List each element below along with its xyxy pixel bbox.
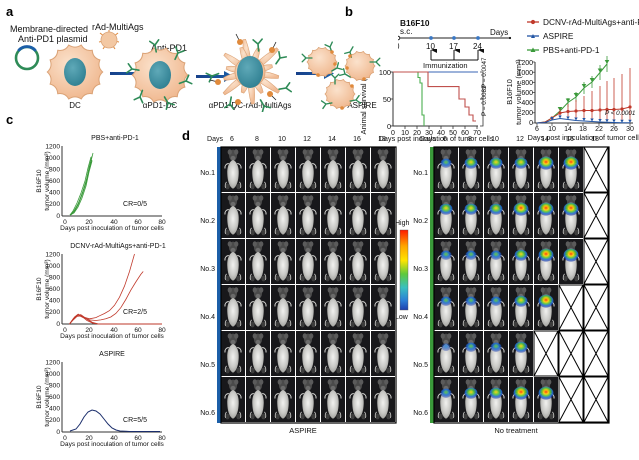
svg-text:Membrane-directed: Membrane-directed xyxy=(10,24,88,34)
svg-text:10: 10 xyxy=(548,126,556,133)
svg-text:DC: DC xyxy=(69,101,81,110)
svg-text:800: 800 xyxy=(521,80,533,87)
svg-text:22: 22 xyxy=(595,126,603,133)
svg-text:30: 30 xyxy=(626,126,634,133)
svg-text:600: 600 xyxy=(521,90,533,97)
svg-text:Days post inoculation of tumor: Days post inoculation of tumor cells xyxy=(528,133,639,142)
svg-text:0: 0 xyxy=(529,120,533,127)
svg-text:14: 14 xyxy=(564,126,572,133)
svg-text:Anti-PD1 plasmid: Anti-PD1 plasmid xyxy=(18,34,88,44)
svg-text:200: 200 xyxy=(521,110,533,117)
svg-text:αPD1-DC: αPD1-DC xyxy=(143,101,178,110)
svg-text:ASPIRE: ASPIRE xyxy=(347,101,376,110)
svg-text:αPD1-DC-rAd-MultiAgs: αPD1-DC-rAd-MultiAgs xyxy=(209,101,292,110)
svg-text:rAd-MultiAgs: rAd-MultiAgs xyxy=(92,22,144,32)
svg-text:18: 18 xyxy=(579,126,587,133)
svg-text:ASPIRE: ASPIRE xyxy=(543,31,574,41)
svg-text:tumor volume (mm³): tumor volume (mm³) xyxy=(514,59,523,125)
svg-text:PBS+anti-PD-1: PBS+anti-PD-1 xyxy=(543,45,600,55)
svg-text:26: 26 xyxy=(610,126,618,133)
svg-text:400: 400 xyxy=(521,100,533,107)
svg-text:DCNV-rAd-MultiAgs+anti-PD-1: DCNV-rAd-MultiAgs+anti-PD-1 xyxy=(543,17,639,27)
svg-text:P < 0.0001: P < 0.0001 xyxy=(605,110,635,117)
svg-text:B16F10: B16F10 xyxy=(505,79,514,105)
svg-text:6: 6 xyxy=(535,126,539,133)
